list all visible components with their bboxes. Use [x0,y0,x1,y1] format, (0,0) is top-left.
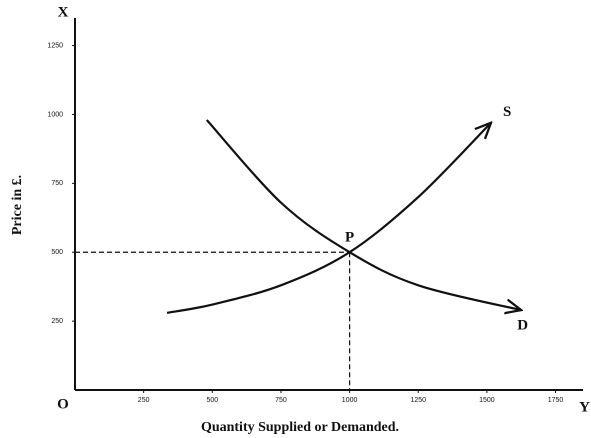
x-tick-label: 500 [206,397,218,404]
x-axis-title: Quantity Supplied or Demanded. [201,420,399,435]
x-axis-name: Y [579,399,590,415]
point-label: P [345,230,354,246]
curve [166,123,491,314]
y-tick-label: 1000 [47,111,63,118]
y-tick-label: 750 [51,180,63,187]
curve [205,119,521,310]
x-tick-label: 1250 [410,397,426,404]
x-tick-label: 750 [275,397,287,404]
x-tick-label: 1000 [342,397,358,404]
curve-label: S [503,104,511,120]
x-tick-label: 250 [138,397,150,404]
y-tick-label: 250 [51,318,63,325]
y-tick-label: 1250 [47,42,63,49]
y-axis-title: Price in £. [10,175,25,235]
y-axis-name: X [58,4,69,20]
x-tick-label: 1750 [548,397,564,404]
y-tick-label: 500 [51,249,63,256]
origin-label: O [57,396,69,412]
curve-label: D [517,318,528,334]
x-tick-label: 1500 [479,397,495,404]
